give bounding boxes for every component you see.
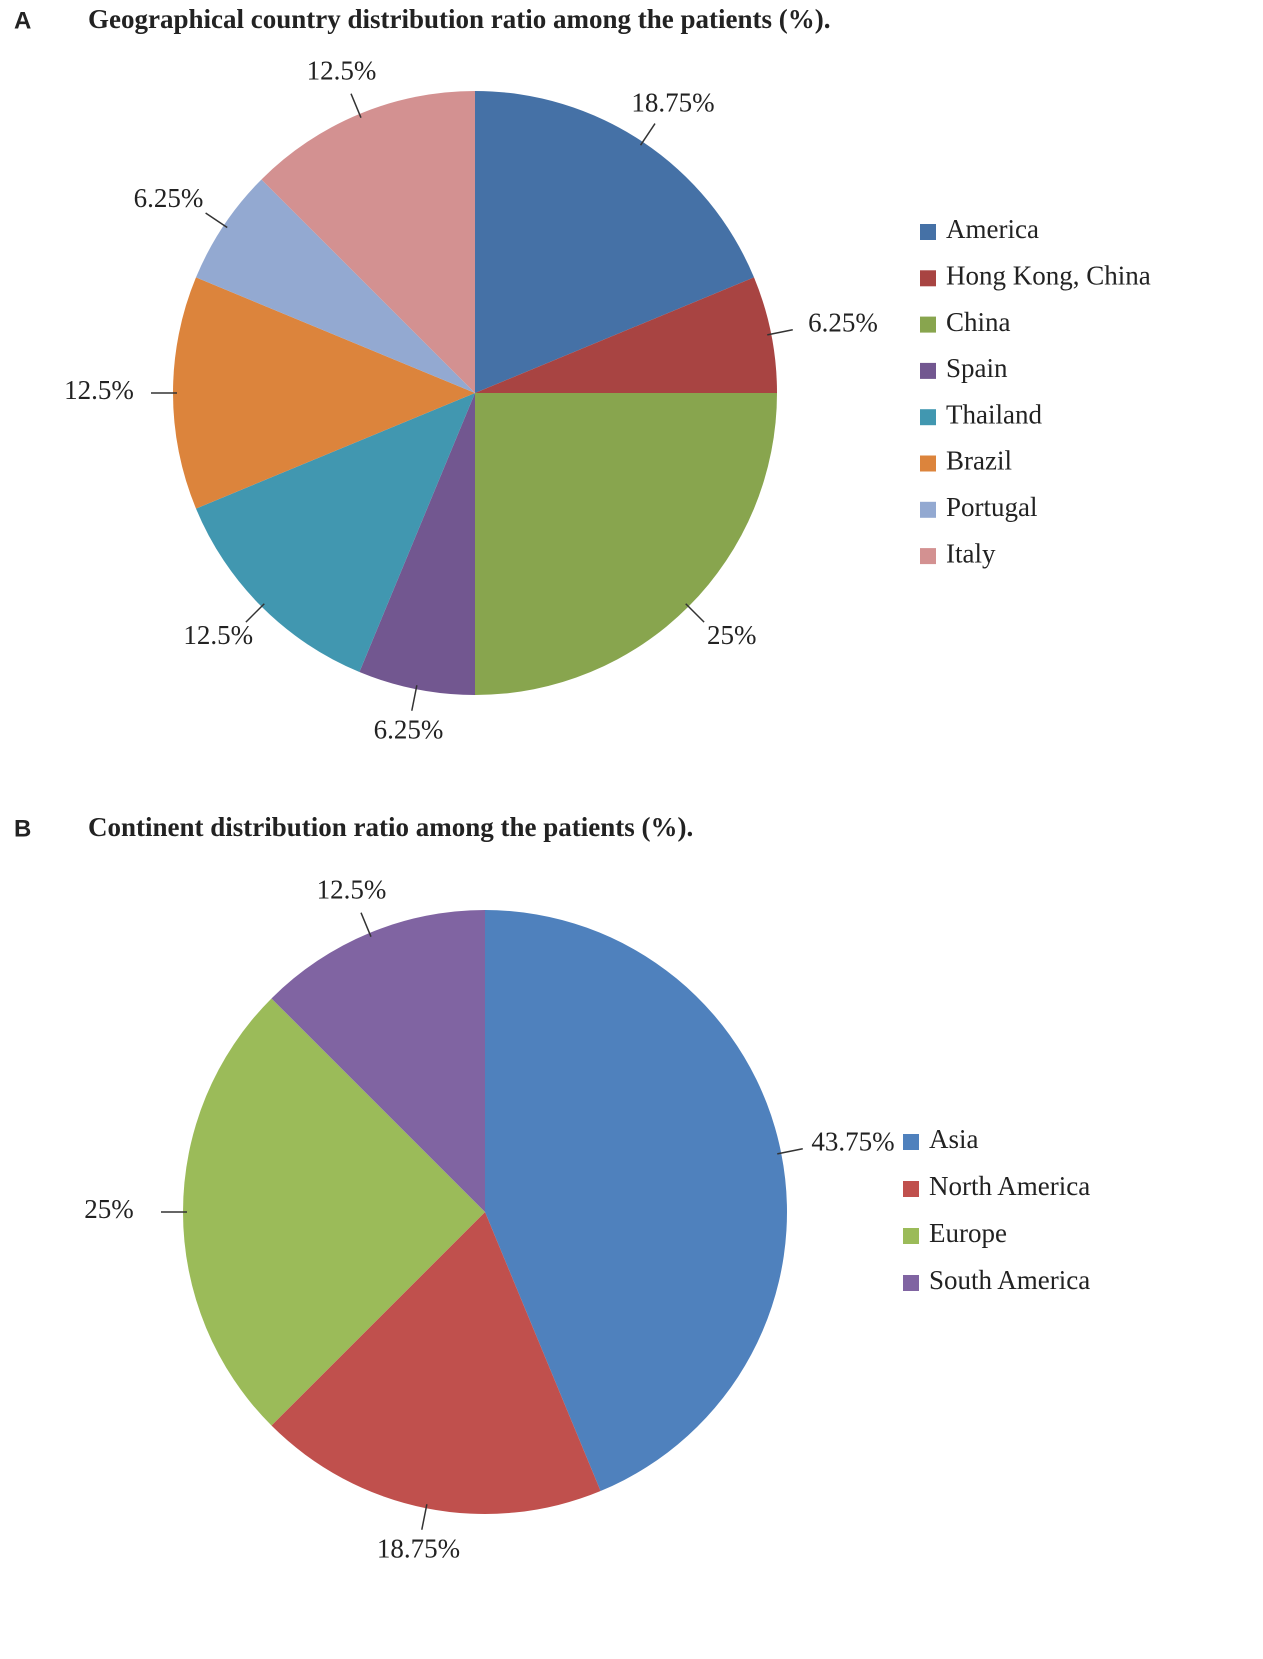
pie-slice — [485, 910, 787, 1492]
legend-label: Europe — [929, 1218, 1007, 1248]
data-label: 43.75% — [811, 1127, 894, 1157]
legend-swatch — [920, 362, 936, 379]
legend-swatch — [903, 1275, 919, 1291]
legend-swatch — [920, 548, 936, 565]
pie-slice — [475, 91, 755, 393]
data-label: 6.25% — [808, 308, 878, 338]
data-label: 12.5% — [317, 875, 387, 905]
pie-slice — [172, 277, 475, 509]
legend-swatch — [920, 501, 936, 518]
pie-slice — [271, 1212, 601, 1514]
data-label: 6.25% — [134, 183, 204, 213]
legend-label: Thailand — [946, 399, 1042, 429]
leader-line — [767, 329, 793, 336]
legend-swatch — [920, 455, 936, 472]
legend-label: China — [946, 307, 1011, 337]
legend-swatch — [903, 1134, 919, 1150]
legend-swatch — [920, 316, 936, 333]
legend-swatch — [920, 224, 936, 240]
pie-slice — [195, 179, 475, 393]
legend-swatch — [903, 1181, 919, 1197]
data-label: 18.75% — [377, 1534, 460, 1564]
leader-line — [777, 1148, 803, 1155]
leader-line — [245, 603, 265, 623]
legend-label: Brazil — [946, 446, 1012, 476]
data-label: 12.5% — [64, 375, 134, 405]
legend-label: Portugal — [946, 492, 1038, 522]
pie-slice — [183, 998, 485, 1426]
legend-label: Spain — [946, 353, 1008, 383]
legend-label: Hong Kong, China — [946, 261, 1151, 291]
data-label: 12.5% — [183, 620, 253, 650]
leader-line — [360, 912, 372, 937]
pie-slice — [475, 277, 777, 393]
legend-swatch — [920, 409, 936, 426]
data-label: 6.25% — [374, 715, 444, 745]
leader-line — [685, 603, 705, 623]
leader-line — [411, 685, 418, 711]
data-label: 25% — [707, 620, 757, 650]
data-label: 12.5% — [307, 56, 377, 86]
pie-slice — [359, 393, 475, 695]
pie-slice — [475, 393, 777, 695]
legend-label: North America — [929, 1171, 1090, 1201]
data-label: 25% — [84, 1194, 134, 1224]
data-label: 18.75% — [631, 88, 714, 118]
legend-label: Italy — [946, 538, 996, 568]
pie-slice — [195, 393, 475, 673]
leader-line — [421, 1504, 428, 1530]
legend-label: Asia — [929, 1124, 979, 1154]
chart-title: Continent distribution ratio among the p… — [88, 812, 693, 842]
legend-swatch — [920, 270, 936, 287]
chart-title: Geographical country distribution ratio … — [88, 4, 831, 34]
leader-line — [205, 212, 228, 229]
pie-slice — [261, 91, 475, 393]
leader-line — [639, 123, 656, 146]
legend-label: America — [946, 214, 1039, 244]
legend-swatch — [903, 1228, 919, 1244]
panel-label: B — [14, 815, 31, 842]
legend-label: South America — [929, 1265, 1090, 1295]
leader-line — [350, 93, 362, 118]
panel-label: A — [14, 7, 31, 34]
pie-slice — [271, 910, 485, 1212]
